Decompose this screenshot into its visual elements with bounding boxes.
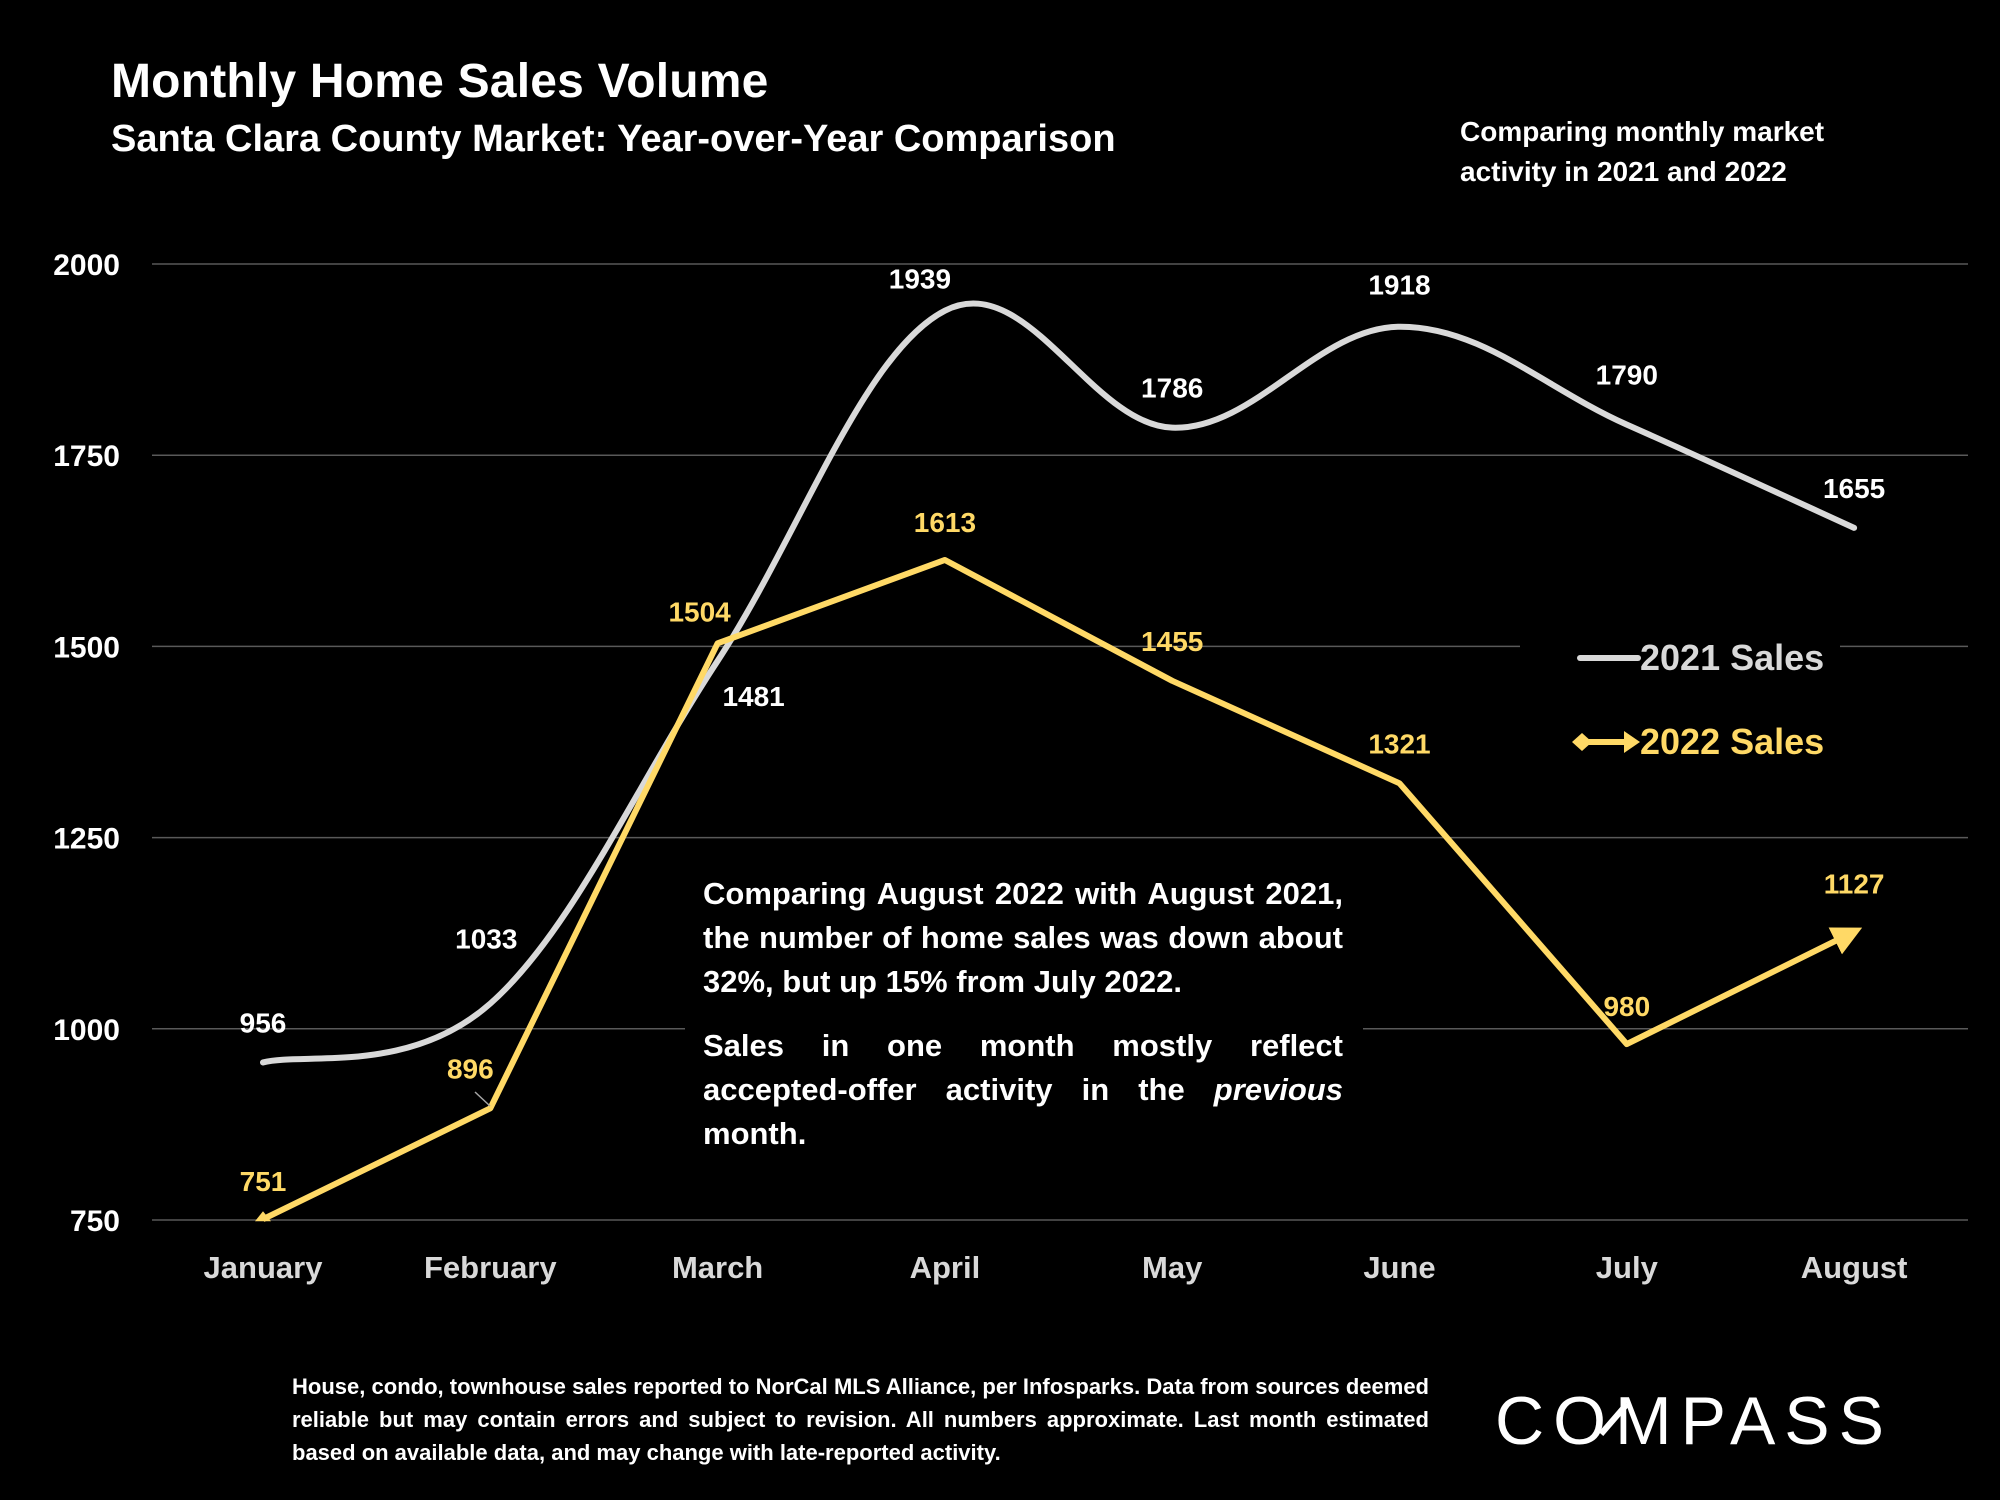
x-tick-label-april: April — [910, 1250, 981, 1285]
annotation-backdrop — [685, 860, 1363, 1140]
annotation-box: Comparing August 2022 with August 2021, … — [703, 872, 1343, 1176]
x-tick-label-august: August — [1801, 1250, 1908, 1285]
y-tick-label-750: 750 — [70, 1205, 120, 1238]
chart-title: Monthly Home Sales Volume — [111, 55, 769, 108]
legend-2021-label: 2021 Sales — [1640, 637, 1824, 678]
legend-2022-diamond — [1572, 733, 1592, 751]
label-2022-may: 1455 — [1141, 626, 1203, 657]
chart-subtitle: Santa Clara County Market: Year-over-Yea… — [111, 118, 1116, 160]
y-tick-label-1250: 1250 — [53, 823, 120, 856]
annotation-para-2-pre: Sales in one month mostly reflect accept… — [703, 1028, 1343, 1107]
label-2021-june: 1918 — [1368, 270, 1430, 301]
label-2021-july: 1790 — [1596, 360, 1658, 391]
footnote: House, condo, townhouse sales reported t… — [292, 1374, 1429, 1465]
x-tick-label-february: February — [424, 1250, 557, 1285]
annotation-para-2-post: month. — [703, 1116, 807, 1151]
y-tick-label-1750: 1750 — [53, 440, 120, 473]
x-tick-label-june: June — [1363, 1250, 1435, 1285]
label-2022-january: 751 — [240, 1166, 287, 1197]
label-2022-june: 1321 — [1368, 728, 1430, 759]
label-2022-february-leader — [474, 1091, 491, 1107]
label-2021-april: 1939 — [889, 264, 951, 295]
label-2021-march: 1481 — [722, 681, 784, 712]
annotation-para-2: Sales in one month mostly reflect accept… — [703, 1024, 1343, 1156]
y-tick-label-2000: 2000 — [53, 249, 120, 282]
series-2022-line — [261, 556, 1863, 1222]
label-2021-january: 956 — [240, 1007, 287, 1038]
label-2022-august: 1127 — [1824, 869, 1885, 900]
x-tick-label-january: January — [204, 1250, 324, 1285]
compass-logo-slash — [1598, 1402, 1630, 1436]
label-2021-may: 1786 — [1141, 373, 1203, 404]
compass-logo: COMPASS — [1495, 1383, 1893, 1458]
label-2021-february: 1033 — [455, 924, 517, 955]
legend-2022-arrow — [1624, 731, 1640, 753]
label-2022-april: 1613 — [914, 507, 976, 538]
side-note: Comparing monthly market activity in 202… — [1460, 116, 1825, 187]
series-2021-line — [260, 300, 1858, 1066]
x-tick-label-may: May — [1142, 1250, 1203, 1285]
legend-2022-label: 2022 Sales — [1640, 721, 1824, 762]
series-2022-start-marker — [255, 1211, 271, 1222]
legend-backdrop — [1520, 620, 1840, 790]
x-tick-label-july: July — [1596, 1250, 1659, 1285]
annotation-para-2-emphasis: previous — [1213, 1072, 1343, 1107]
y-tick-label-1000: 1000 — [53, 1014, 120, 1047]
y-tick-label-1500: 1500 — [53, 631, 120, 664]
label-2022-march: 1504 — [668, 596, 731, 627]
x-tick-label-march: March — [672, 1250, 763, 1285]
label-2022-july: 980 — [1603, 991, 1650, 1022]
label-2022-february: 896 — [447, 1053, 494, 1084]
annotation-para-1: Comparing August 2022 with August 2021, … — [703, 876, 1343, 999]
compass-logo-text: COMPASS — [1495, 1383, 1893, 1458]
label-2021-august: 1655 — [1823, 473, 1885, 504]
